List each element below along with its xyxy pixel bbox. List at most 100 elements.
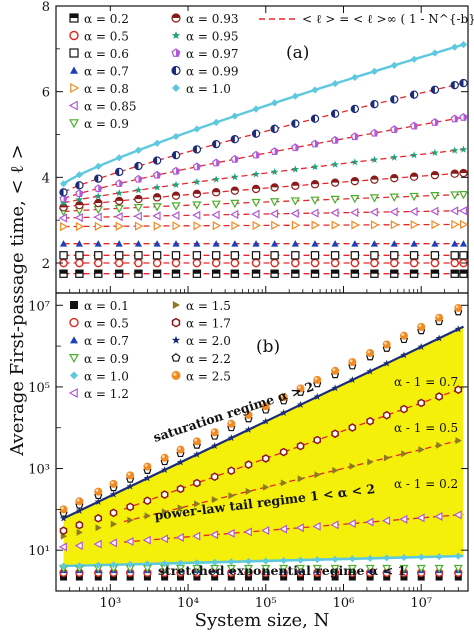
marker-b-alpha-2.0 <box>366 367 374 375</box>
marker-a-alpha-0.85 <box>211 210 220 220</box>
marker-a-alpha-0.95 <box>153 183 161 191</box>
legend-label: α = 0.97 <box>186 47 239 61</box>
marker-b-alpha-0.1 <box>60 573 68 581</box>
marker-a-alpha-0.5 <box>171 258 181 268</box>
marker-a-alpha-0.2 <box>310 269 320 278</box>
marker-b-alpha-1.0 <box>126 560 134 568</box>
marker-a-alpha-0.8 <box>431 219 440 230</box>
marker-a-alpha-0.99 <box>370 99 379 109</box>
legend-marker <box>172 84 180 92</box>
marker-a-alpha-0.2 <box>75 269 84 278</box>
marker-a-alpha-1.0 <box>172 132 180 141</box>
panel-a-fit-lines <box>62 43 464 275</box>
marker-a-alpha-0.99 <box>114 167 124 177</box>
marker-a-alpha-0.93 <box>310 180 320 189</box>
marker-a-alpha-0.97 <box>350 132 359 141</box>
marker-b-alpha-2.5 <box>382 340 391 349</box>
marker-a-alpha-0.6 <box>59 251 68 260</box>
marker-a-alpha-0.93 <box>270 183 279 192</box>
legend-bg <box>67 28 135 44</box>
marker-a-alpha-0.6 <box>310 251 320 260</box>
legend-marker <box>172 301 180 309</box>
marker-a-alpha-0.2 <box>192 269 202 278</box>
marker-b-alpha-1.0 <box>313 556 321 564</box>
legend-bg <box>169 11 237 26</box>
marker-b-alpha-1.7 <box>210 472 219 482</box>
y-tick-label-a: 6 <box>42 86 50 101</box>
annotation-stretched: stretched exponential regime α < 1 <box>158 563 406 578</box>
marker-a-alpha-0.2 <box>134 269 143 278</box>
marker-b-alpha-1.5 <box>332 466 339 474</box>
legend-bg <box>67 350 135 366</box>
legend-label: α = 0.99 <box>186 65 239 79</box>
marker-a-alpha-0.95 <box>134 186 143 194</box>
marker-a-alpha-0.5 <box>114 258 124 268</box>
marker-b-alpha-2.5 <box>261 402 270 411</box>
marker-a-alpha-0.97 <box>310 139 320 148</box>
marker-a-alpha-1.0 <box>291 92 299 100</box>
marker-a-alpha-0.95 <box>410 151 418 159</box>
power-law-region <box>63 326 464 566</box>
marker-b-alpha-2.0 <box>400 351 408 359</box>
marker-b-alpha-0.9 <box>347 564 357 574</box>
marker-b-alpha-1.7 <box>279 447 288 457</box>
marker-a-alpha-0.7 <box>390 240 398 247</box>
legend-bg <box>67 98 135 114</box>
marker-a-alpha-0.7 <box>231 240 239 247</box>
marker-b-alpha-2.0 <box>262 417 270 425</box>
legend-marker <box>68 387 78 399</box>
marker-a-alpha-1.0 <box>94 162 102 170</box>
marker-a-alpha-0.5 <box>270 258 279 268</box>
marker-a-alpha-0.95 <box>75 195 84 203</box>
panel-a-label: (a) <box>286 43 309 63</box>
x-tick-label: 10³ <box>99 596 121 611</box>
marker-b-alpha-2.0 <box>435 334 443 342</box>
fit-line-a-alpha-0.85 <box>63 210 464 219</box>
marker-a-alpha-0.93 <box>114 196 124 206</box>
marker-a-alpha-0.8 <box>311 220 320 230</box>
legend-marker <box>70 82 80 94</box>
marker-a-alpha-0.93 <box>75 200 84 210</box>
marker-a-alpha-0.85 <box>251 209 260 219</box>
marker-b-alpha-0.1 <box>383 573 391 581</box>
marker-a-alpha-0.9 <box>211 200 221 209</box>
marker-a-alpha-0.85 <box>230 209 239 220</box>
marker-a-alpha-1.0 <box>271 99 279 107</box>
marker-b-alpha-0.1 <box>454 573 462 581</box>
marker-b-alpha-1.5 <box>245 487 253 495</box>
marker-b-alpha-1.5 <box>349 462 356 470</box>
marker-a-alpha-0.99 <box>134 161 143 171</box>
marker-a-alpha-0.7 <box>94 240 102 247</box>
marker-b-alpha-1.5 <box>60 532 68 540</box>
marker-a-alpha-1.0 <box>193 125 201 133</box>
marker-b-alpha-2.5 <box>227 419 236 428</box>
marker-a-alpha-0.5 <box>134 258 143 268</box>
marker-b-alpha-0.1 <box>435 573 443 581</box>
marker-a-alpha-0.6 <box>430 251 440 260</box>
marker-a-alpha-0.8 <box>115 221 125 231</box>
marker-a-alpha-0.93 <box>211 188 221 197</box>
marker-b-alpha-1.5 <box>211 496 219 504</box>
marker-a-alpha-0.9 <box>450 191 460 200</box>
annotation-slope-02: α - 1 = 0.2 <box>394 477 458 491</box>
marker-a-alpha-0.7 <box>351 240 359 247</box>
marker-b-alpha-1.2 <box>347 518 356 529</box>
marker-a-alpha-0.99 <box>94 174 103 183</box>
legend-label: α = 1.2 <box>84 387 129 401</box>
marker-b-alpha-1.5 <box>76 528 83 536</box>
marker-b-alpha-1.5 <box>161 508 169 516</box>
marker-a-alpha-0.5 <box>211 258 221 268</box>
marker-a-alpha-0.2 <box>459 269 468 278</box>
legend-label: α = 0.5 <box>84 317 129 331</box>
marker-b-alpha-1.5 <box>401 450 408 458</box>
marker-a-alpha-0.2 <box>94 269 103 278</box>
marker-a-alpha-0.8 <box>271 220 280 230</box>
marker-b-alpha-1.0 <box>193 559 201 567</box>
marker-b-alpha-1.5 <box>95 524 102 532</box>
legend-marker <box>69 48 79 58</box>
marker-a-alpha-0.93 <box>230 186 240 195</box>
marker-a-alpha-0.97 <box>459 113 468 121</box>
marker-b-alpha-1.7 <box>417 398 425 408</box>
marker-a-alpha-1.0 <box>212 118 220 126</box>
marker-a-alpha-0.85 <box>389 207 398 217</box>
